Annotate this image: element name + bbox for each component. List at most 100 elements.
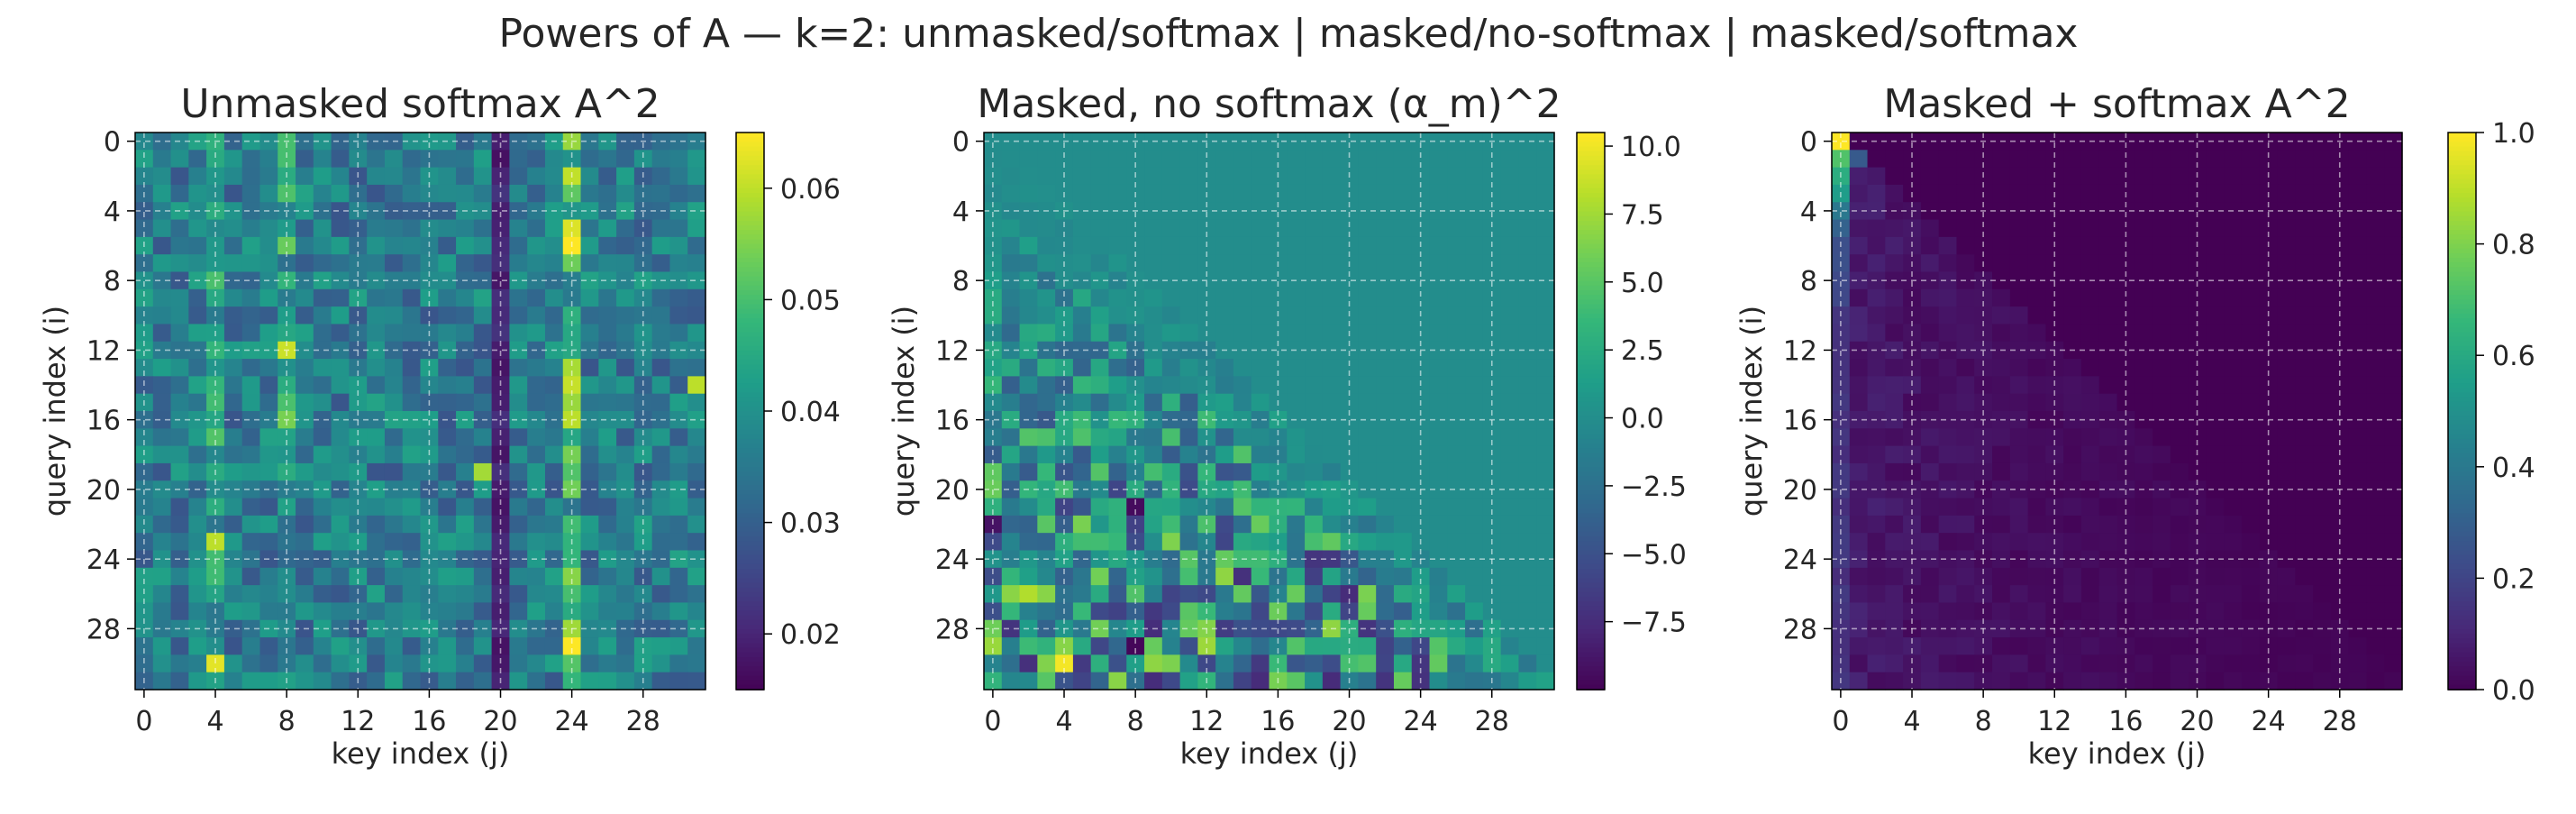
- heatmap-cell: [1161, 202, 1181, 221]
- heatmap-cell: [1867, 376, 1886, 395]
- heatmap-cell: [188, 324, 207, 343]
- heatmap-cell: [1305, 602, 1324, 621]
- heatmap-cell: [402, 324, 422, 343]
- heatmap-cell: [1001, 498, 1021, 517]
- heatmap-cell: [259, 254, 278, 273]
- heatmap-cell: [509, 133, 528, 151]
- heatmap-cell: [2384, 219, 2403, 238]
- colorbar-segment: [1577, 578, 1605, 584]
- heatmap-cell: [491, 637, 511, 655]
- heatmap-cell: [135, 567, 154, 586]
- heatmap-cell: [1956, 602, 1975, 621]
- heatmap-cell: [1251, 637, 1270, 655]
- heatmap-cell: [580, 567, 599, 586]
- heatmap-cell: [1340, 202, 1360, 221]
- heatmap-cell: [2295, 288, 2314, 307]
- heatmap-cell: [1867, 445, 1886, 464]
- heatmap-cell: [598, 393, 617, 412]
- heatmap-cell: [1358, 133, 1377, 151]
- heatmap-cell: [1233, 637, 1252, 655]
- colorbar-segment: [2448, 597, 2476, 602]
- heatmap-cell: [491, 498, 511, 517]
- heatmap-cell: [1090, 550, 1110, 569]
- heatmap-cell: [152, 480, 172, 499]
- x-tick-label: 24: [2252, 706, 2286, 737]
- heatmap-cell: [259, 498, 278, 517]
- heatmap-cell: [2098, 359, 2118, 377]
- heatmap-cell: [473, 306, 493, 325]
- heatmap-cell: [1055, 585, 1074, 604]
- colorbar-segment: [1577, 355, 1605, 361]
- heatmap-cell: [2188, 288, 2207, 307]
- heatmap-cell: [2295, 533, 2314, 552]
- colorbar-segment: [736, 202, 764, 208]
- heatmap-cell: [1938, 133, 1958, 151]
- heatmap-cell: [2116, 654, 2135, 673]
- heatmap-cell: [2080, 445, 2100, 464]
- heatmap-cell: [188, 462, 207, 481]
- heatmap-cell: [1447, 567, 1466, 586]
- heatmap-cell: [651, 236, 671, 255]
- heatmap-cell: [473, 236, 493, 255]
- heatmap-cell: [1037, 184, 1056, 203]
- heatmap-cell: [1482, 654, 1502, 673]
- heatmap-cell: [2313, 428, 2332, 447]
- heatmap-cell: [651, 498, 671, 517]
- heatmap-cell: [1037, 533, 1056, 552]
- colorbar-segment: [2448, 508, 2476, 515]
- heatmap-cell: [1411, 498, 1431, 517]
- heatmap-cell: [313, 428, 332, 447]
- heatmap-cell: [1849, 341, 1869, 360]
- heatmap-cell: [313, 515, 332, 534]
- heatmap-cell: [1251, 341, 1270, 360]
- heatmap-cell: [1956, 637, 1975, 655]
- heatmap-cell: [1518, 602, 1537, 621]
- heatmap-cell: [2277, 202, 2296, 221]
- heatmap-cell: [1536, 288, 1555, 307]
- heatmap-cell: [1090, 150, 1110, 169]
- heatmap-cell: [1287, 637, 1306, 655]
- colorbar-segment: [736, 563, 764, 570]
- heatmap-cell: [1072, 411, 1092, 429]
- heatmap-cell: [2366, 428, 2385, 447]
- heatmap-cell: [402, 341, 422, 360]
- heatmap-cell: [2135, 306, 2153, 325]
- heatmap-cell: [580, 202, 599, 221]
- heatmap-cell: [2063, 184, 2082, 203]
- colorbar-segment: [1577, 429, 1605, 435]
- heatmap-cell: [1287, 654, 1306, 673]
- heatmap-cell: [1938, 445, 1958, 464]
- heatmap-cell: [456, 359, 475, 377]
- heatmap-cell: [2259, 637, 2279, 655]
- heatmap-cell: [2098, 498, 2118, 517]
- heatmap-cell: [1161, 428, 1181, 447]
- heatmap-cell: [1233, 376, 1252, 395]
- colorbar-segment: [2448, 610, 2476, 617]
- heatmap-cell: [1322, 324, 1342, 343]
- colorbar-segment: [736, 336, 764, 343]
- heatmap-cell: [2224, 515, 2243, 534]
- colorbar-segment: [736, 508, 764, 515]
- heatmap-cell: [1126, 359, 1145, 377]
- heatmap-cell: [241, 150, 261, 169]
- heatmap-cell: [367, 167, 386, 186]
- colorbar-segment: [2448, 197, 2476, 204]
- heatmap-cell: [1358, 359, 1377, 377]
- heatmap-cell: [651, 393, 671, 412]
- heatmap-cell: [170, 585, 189, 604]
- x-tick-label: 28: [2323, 706, 2357, 737]
- colorbar-segment: [736, 489, 764, 496]
- colorbar-segment: [2448, 327, 2476, 334]
- heatmap-cell: [1090, 271, 1110, 290]
- heatmap-cell: [367, 306, 386, 325]
- heatmap-cell: [1161, 654, 1181, 673]
- heatmap-cell: [241, 341, 261, 360]
- heatmap-cell: [1037, 288, 1056, 307]
- heatmap-cell: [1019, 462, 1038, 481]
- heatmap-cell: [241, 550, 261, 569]
- heatmap-cell: [296, 376, 314, 395]
- heatmap-cell: [1429, 567, 1448, 586]
- heatmap-cell: [1001, 585, 1021, 604]
- heatmap-cell: [2241, 219, 2261, 238]
- colorbar-segment: [1577, 476, 1605, 482]
